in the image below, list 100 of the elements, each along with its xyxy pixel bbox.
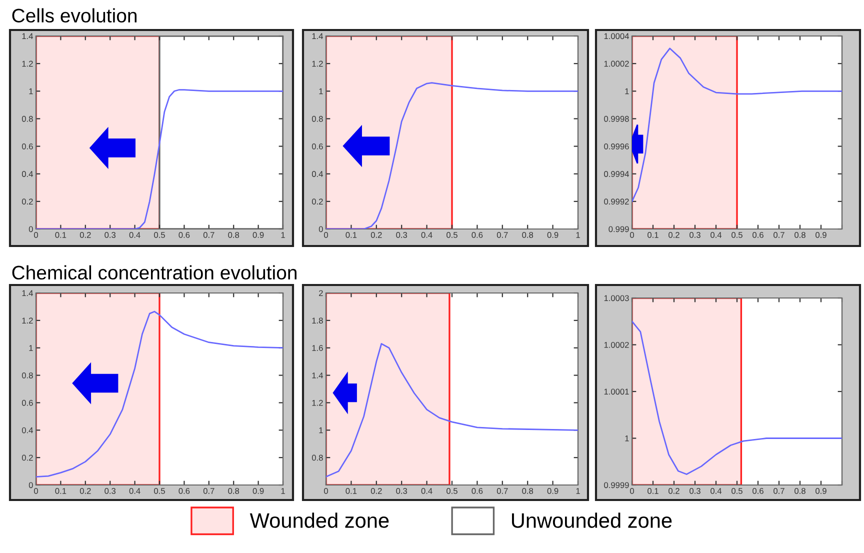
x-tick-label: 0.2 — [668, 488, 680, 494]
x-tick-label: 0.4 — [710, 232, 722, 238]
x-tick-label: 1 — [281, 488, 285, 494]
x-tick-label: 0.8 — [522, 488, 534, 494]
y-tick-label: 1.6 — [312, 345, 323, 351]
line-series — [632, 48, 842, 202]
y-tick-label: 1.0004 — [604, 33, 629, 40]
y-tick-label: 0.6 — [22, 143, 33, 150]
x-tick-label: 0.9 — [816, 232, 826, 238]
x-tick-label: 0.7 — [203, 232, 214, 238]
y-tick-label: 1.0001 — [604, 388, 629, 395]
x-tick-label: 0.4 — [129, 232, 140, 238]
line-series — [326, 343, 578, 478]
x-tick-label: 0.4 — [710, 488, 722, 494]
y-tick-label: 0.6 — [312, 143, 323, 150]
x-tick-label: 0.8 — [228, 232, 240, 238]
x-tick-label: 0.9 — [252, 232, 264, 238]
x-tick-label: 0 — [630, 232, 634, 238]
x-tick-label: 1 — [576, 488, 580, 494]
x-tick-label: 0.1 — [346, 232, 357, 238]
x-tick-label: 0.8 — [794, 488, 806, 494]
x-tick-label: 0.1 — [55, 488, 66, 494]
y-tick-label: 0.9992 — [604, 198, 629, 205]
x-tick-label: 0.5 — [446, 488, 458, 494]
y-tick-label: 0.8 — [22, 116, 33, 122]
y-tick-label: 0.9994 — [604, 171, 629, 177]
x-tick-label: 0.3 — [690, 488, 700, 494]
x-tick-label: 0 — [324, 232, 328, 238]
x-tick-label: 0.2 — [370, 232, 382, 238]
x-tick-label: 0.2 — [80, 488, 91, 494]
x-tick-label: 0.6 — [752, 488, 764, 494]
x-tick-label: 0 — [630, 488, 634, 494]
y-tick-label: 1.0002 — [604, 60, 629, 67]
y-tick-label: 0.4 — [22, 427, 33, 434]
x-tick-label: 0.3 — [396, 232, 408, 238]
y-tick-label: 0.4 — [22, 171, 33, 177]
y-tick-label: 0.9998 — [604, 116, 629, 122]
x-tick-label: 0.5 — [732, 232, 742, 238]
y-tick-label: 1.2 — [312, 400, 323, 406]
x-tick-label: 0 — [34, 232, 38, 238]
x-tick-label: 0.6 — [752, 232, 764, 238]
x-tick-label: 0.2 — [80, 232, 91, 238]
x-tick-label: 0.6 — [178, 232, 190, 238]
line-series — [36, 310, 283, 478]
y-tick-label: 0.2 — [22, 454, 33, 461]
x-tick-label: 0.6 — [472, 232, 483, 238]
x-tick-label: 0.2 — [370, 488, 382, 494]
x-tick-label: 0.5 — [732, 488, 742, 494]
y-tick-label: 0.2 — [312, 198, 323, 205]
y-tick-label: 1.0002 — [604, 342, 629, 348]
y-tick-label: 1 — [319, 88, 323, 94]
x-tick-label: 0.1 — [648, 232, 658, 238]
y-tick-label: 1 — [625, 88, 629, 94]
legend-label: Wounded zone — [250, 512, 389, 528]
y-tick-label: 0.8 — [312, 116, 323, 122]
y-tick-label: 1.8 — [312, 318, 323, 324]
y-tick-label: 0.999 — [608, 226, 629, 232]
y-tick-label: 1.4 — [312, 372, 323, 378]
x-tick-label: 0.3 — [690, 232, 700, 238]
y-tick-label: 1.2 — [22, 60, 33, 67]
x-tick-label: 0.6 — [178, 488, 190, 494]
y-tick-label: 1 — [625, 436, 629, 442]
y-tick-label: 0.8 — [312, 454, 323, 461]
x-tick-label: 0.3 — [104, 232, 116, 238]
x-tick-label: 0.8 — [228, 488, 240, 494]
x-tick-label: 0.3 — [104, 488, 116, 494]
x-tick-label: 0.7 — [496, 232, 508, 238]
x-tick-label: 0.7 — [496, 488, 508, 494]
x-tick-label: 0.1 — [55, 232, 66, 238]
y-tick-label: 2 — [319, 290, 323, 296]
y-tick-label: 0.4 — [312, 171, 323, 177]
y-tick-label: 1 — [29, 345, 33, 351]
legend-label: Unwounded zone — [512, 512, 672, 528]
x-tick-label: 0.7 — [774, 232, 784, 238]
x-tick-label: 0.8 — [794, 232, 806, 238]
x-tick-label: 1 — [281, 232, 285, 238]
x-tick-label: 0.9 — [252, 488, 264, 494]
line-series — [632, 320, 842, 475]
y-tick-label: 1 — [319, 427, 323, 434]
x-tick-label: 0.4 — [129, 488, 140, 494]
x-tick-label: 0.8 — [522, 232, 534, 238]
y-tick-label: 0 — [318, 226, 323, 232]
x-tick-label: 0.9 — [547, 232, 558, 238]
x-tick-label: 0.9 — [816, 488, 826, 494]
x-tick-label: 0.4 — [421, 232, 432, 238]
x-tick-label: 0.7 — [203, 488, 214, 494]
x-tick-label: 0.5 — [446, 232, 458, 238]
y-tick-label: 1.4 — [22, 290, 33, 296]
y-tick-label: 0.2 — [22, 198, 33, 205]
x-tick-label: 0.2 — [668, 232, 680, 238]
y-tick-label: 0.9999 — [604, 482, 629, 488]
x-tick-label: 0.1 — [346, 488, 357, 494]
y-tick-label: 0 — [28, 482, 33, 488]
y-tick-label: 0.8 — [22, 372, 33, 378]
y-tick-label: 1.2 — [312, 60, 323, 67]
y-tick-label: 1 — [29, 88, 33, 94]
x-tick-label: 0 — [324, 488, 328, 494]
x-tick-label: 1 — [576, 232, 580, 238]
x-tick-label: 0 — [34, 488, 38, 494]
x-tick-label: 0.1 — [648, 488, 658, 494]
